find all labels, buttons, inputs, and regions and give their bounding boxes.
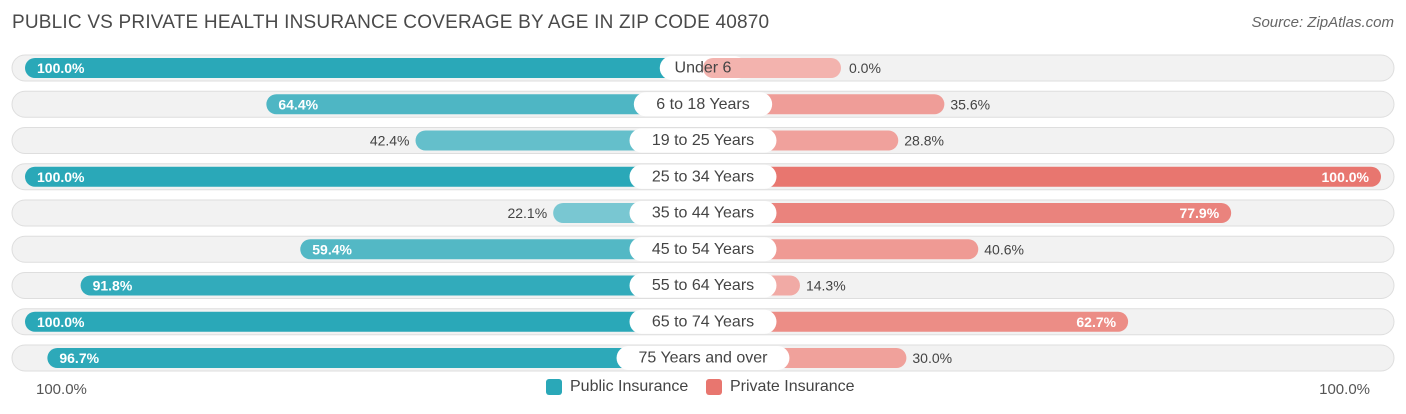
legend-label-private: Private Insurance — [730, 378, 855, 395]
category-label: 35 to 44 Years — [652, 205, 754, 222]
public-bar — [25, 311, 703, 332]
category-label: 65 to 74 Years — [652, 313, 754, 330]
public-bar — [266, 94, 703, 115]
public-value-label: 100.0% — [37, 314, 85, 330]
category-pill — [629, 237, 777, 262]
category-label: 19 to 25 Years — [652, 132, 754, 149]
axis-right-label: 100.0% — [1319, 381, 1370, 398]
source-label: Source: ZipAtlas.com — [1251, 14, 1394, 31]
private-value-label: 62.7% — [1076, 314, 1116, 330]
public-value-label: 42.4% — [370, 133, 410, 149]
private-value-label: 100.0% — [1322, 169, 1370, 185]
category-label: 25 to 34 Years — [652, 168, 754, 185]
category-pill — [616, 346, 790, 370]
public-value-label: 96.7% — [59, 350, 99, 366]
category-label: 45 to 54 Years — [652, 241, 754, 258]
category-pill — [633, 92, 773, 117]
legend-label-public: Public Insurance — [570, 378, 689, 395]
category-pill — [629, 201, 777, 225]
public-value-label: 100.0% — [37, 169, 85, 185]
public-bar — [25, 166, 703, 187]
private-value-label: 35.6% — [950, 96, 990, 112]
private-value-label: 0.0% — [849, 60, 881, 76]
category-pill — [629, 309, 777, 334]
category-label: 6 to 18 Years — [656, 96, 749, 113]
category-pill — [629, 164, 777, 189]
public-value-label: 22.1% — [507, 205, 547, 221]
public-value-label: 91.8% — [93, 278, 133, 294]
legend-item-public[interactable]: Public Insurance — [546, 378, 688, 396]
legend-swatch-private — [706, 379, 722, 395]
chart-title: PUBLIC VS PRIVATE HEALTH INSURANCE COVER… — [12, 12, 770, 33]
chart-svg: 100.0% 0.0% Under 6 64.4% 35.6% 6 to 18 Years… — [11, 54, 1395, 372]
legend-item-private[interactable]: Private Insurance — [706, 378, 855, 396]
public-bar — [80, 275, 703, 296]
public-bar — [300, 239, 703, 260]
axis-left-label: 100.0% — [36, 381, 87, 398]
legend: Public Insurance Private Insurance — [0, 378, 1406, 400]
private-bar — [703, 311, 1129, 332]
category-pill — [629, 273, 777, 298]
public-bar — [25, 58, 703, 78]
category-label: 55 to 64 Years — [652, 277, 754, 294]
private-value-label: 28.8% — [904, 133, 944, 149]
category-label: 75 Years and over — [639, 350, 769, 367]
category-pill — [629, 128, 777, 153]
private-bar — [703, 166, 1381, 187]
public-bar — [47, 348, 703, 368]
public-value-label: 64.4% — [278, 96, 318, 112]
private-value-label: 30.0% — [912, 350, 952, 366]
private-bar — [703, 203, 1232, 223]
private-value-label: 77.9% — [1179, 205, 1219, 221]
private-value-label: 14.3% — [806, 278, 846, 294]
public-value-label: 100.0% — [37, 60, 85, 76]
private-value-label: 40.6% — [984, 241, 1024, 257]
public-value-label: 59.4% — [312, 241, 352, 257]
category-label: Under 6 — [675, 60, 732, 77]
private-bar-stub — [703, 58, 841, 78]
legend-swatch-public — [546, 379, 562, 395]
